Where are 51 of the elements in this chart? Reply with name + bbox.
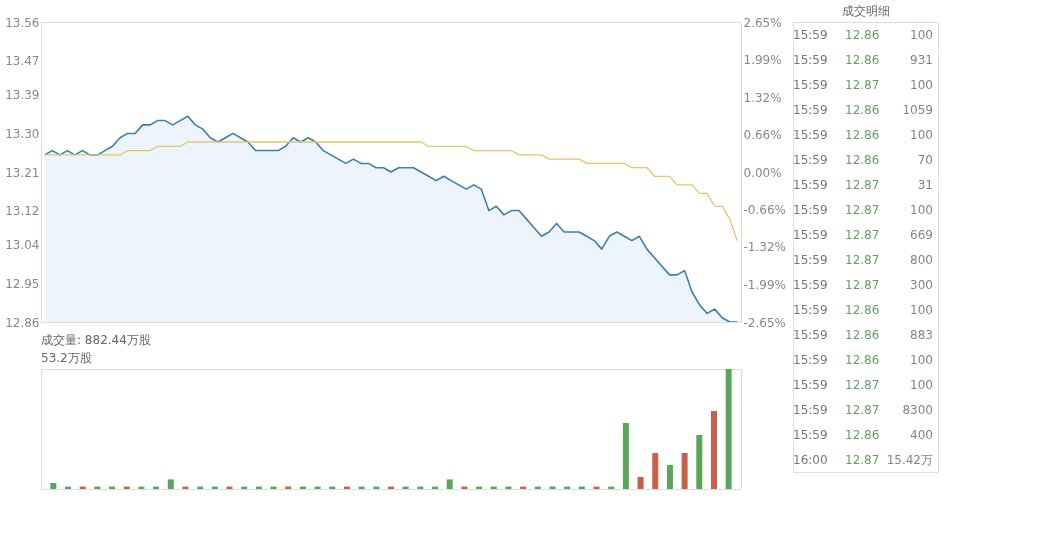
y2-tick-label: -1.99% <box>743 278 786 293</box>
y2-tick-label: 0.66% <box>743 128 782 143</box>
y2-tick-label: -2.65% <box>743 315 786 330</box>
bar <box>666 465 673 489</box>
y-tick-label: 12.95 <box>5 276 40 291</box>
text: 15:59 12.87 669 <box>793 227 933 242</box>
y-tick-label: 13.12 <box>5 204 40 219</box>
text: 15:59 12.87 300 <box>793 277 933 292</box>
text: 15:59 12.86 100 <box>793 27 933 42</box>
text: 15:59 12.86 883 <box>793 327 933 342</box>
text: 15:59 12.86 100 <box>793 127 933 142</box>
chart-title: 成交量: 882.44万股 <box>41 333 151 347</box>
bar <box>50 483 57 489</box>
y2-tick-label: -1.32% <box>743 240 786 255</box>
bar <box>681 453 688 489</box>
y-tick-label: 13.04 <box>5 238 40 253</box>
y-tick-label: 12.86 <box>5 315 40 330</box>
text: 15:59 12.87 100 <box>793 202 933 217</box>
text: 15:59 12.87 100 <box>793 77 933 92</box>
y-tick-label: 13.21 <box>5 165 40 180</box>
text: 15:59 12.86 931 <box>793 52 933 67</box>
text: 15:59 12.87 31 <box>793 177 933 192</box>
text: 16:00 12.87 15.42万 <box>793 452 933 467</box>
text: 15:59 12.87 8300 <box>793 402 933 417</box>
text: 成交明细 <box>841 4 890 18</box>
bar <box>652 453 659 489</box>
y-tick-label: 13.30 <box>5 126 40 141</box>
text: 15:59 12.86 100 <box>793 302 933 317</box>
text: 15:59 12.86 1059 <box>793 102 933 117</box>
y2-tick-label: -0.66% <box>743 202 786 217</box>
text: 15:59 12.86 100 <box>793 352 933 367</box>
text: 15:59 12.86 400 <box>793 427 933 442</box>
y-tick-label: 13.39 <box>5 88 40 103</box>
bar <box>622 423 629 489</box>
y2-tick-label: 0.00% <box>743 165 782 180</box>
bar <box>725 369 732 489</box>
bar <box>710 411 717 489</box>
y2-tick-label: 1.32% <box>743 90 782 105</box>
text: 15:59 12.87 800 <box>793 252 933 267</box>
y-tick-label: 13.56 <box>5 15 40 30</box>
bar <box>446 479 453 489</box>
line-series <box>44 141 738 242</box>
y-tick-label: 13.47 <box>5 54 40 69</box>
text: 53.2万股 <box>41 351 92 365</box>
text: 15:59 12.86 70 <box>793 152 933 167</box>
y2-tick-label: 2.65% <box>743 15 782 30</box>
text: 15:59 12.87 100 <box>793 377 933 392</box>
bar <box>637 477 644 489</box>
y2-tick-label: 1.99% <box>743 52 782 67</box>
bar <box>696 435 703 489</box>
bar <box>167 479 174 489</box>
